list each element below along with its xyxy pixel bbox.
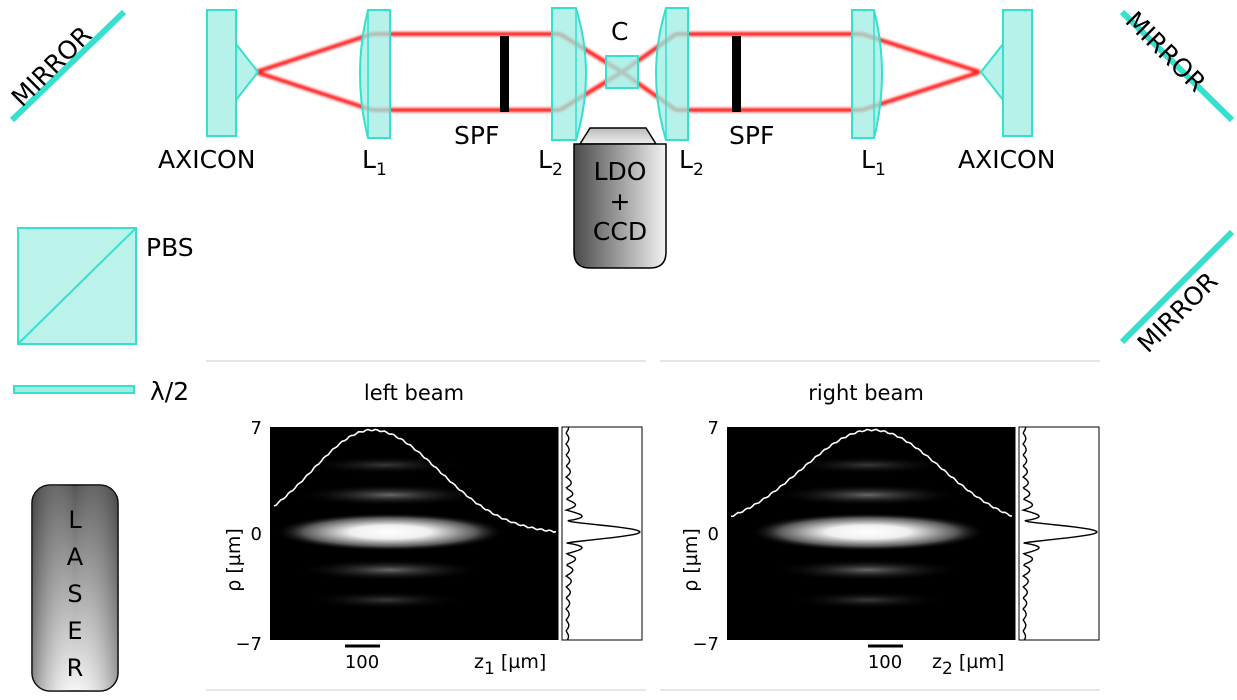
- label-mirror-bottom-right: MIRROR: [1132, 267, 1224, 359]
- laser-letter: R: [67, 654, 84, 682]
- label-l2-left: L2: [538, 145, 563, 180]
- label-l1-left: L1: [362, 145, 387, 180]
- panel-right-beam: right beam 100 7 0 −7 ρ [µm] z2 [µm]: [680, 381, 1100, 679]
- y-tick-right-mid: 0: [708, 524, 719, 545]
- y-axis-label-right: ρ [µm]: [680, 528, 702, 592]
- y-tick-left-top: 7: [251, 418, 262, 439]
- label-ldo: LDO: [594, 157, 647, 186]
- label-spf-right: SPF: [729, 121, 774, 150]
- axicon-left: [206, 9, 260, 137]
- mirror-bottom-right: [1119, 229, 1235, 345]
- laser-letter: L: [68, 506, 82, 534]
- mirror-top-left: [9, 9, 127, 123]
- laser-body: [31, 484, 119, 692]
- mirrors: [9, 9, 1235, 345]
- laser-letter: A: [67, 543, 84, 571]
- mirror-top-right: [1119, 9, 1235, 123]
- sample-cell: [605, 55, 639, 89]
- x-axis-label-left: z1 [µm]: [474, 651, 546, 679]
- heatmap-left-bands: [275, 456, 505, 609]
- label-ldo-plus: +: [610, 187, 631, 216]
- label-l2-right: L2: [679, 145, 704, 180]
- label-cell: C: [611, 17, 628, 46]
- scale-bar-label-right: 100: [868, 652, 902, 673]
- lens-l1-right: [851, 9, 883, 139]
- spf-right: [732, 36, 741, 112]
- x-axis-label-right: z2 [µm]: [932, 651, 1004, 679]
- chart-title-left: left beam: [364, 381, 464, 405]
- half-wave-plate: [13, 385, 135, 394]
- y-tick-right-top: 7: [708, 418, 719, 439]
- radial-profile-box-left: [561, 426, 643, 641]
- panel-left-beam: left beam 100 7 0 −7 ρ [µm] z1 [µm]: [223, 381, 643, 679]
- axial-profile-left: [273, 428, 557, 533]
- label-axicon-left: AXICON: [158, 145, 255, 174]
- radial-profile-right: [1020, 426, 1098, 641]
- chart-title-right: right beam: [808, 381, 924, 405]
- label-axicon-right: AXICON: [958, 145, 1055, 174]
- ldo-ccd-objective: [573, 127, 667, 269]
- label-half-wave: λ/2: [150, 377, 189, 406]
- axicon-right: [979, 9, 1033, 137]
- y-tick-right-bottom: −7: [692, 634, 719, 655]
- laser-letter: E: [67, 617, 82, 645]
- spf-left: [500, 36, 509, 112]
- radial-profile-box-right: [1018, 426, 1100, 641]
- label-l1-right: L1: [861, 145, 886, 180]
- label-ccd: CCD: [593, 217, 647, 246]
- radial-profile-left: [563, 426, 641, 641]
- lens-l2-right: [655, 7, 689, 141]
- y-tick-left-bottom: −7: [235, 634, 262, 655]
- laser-letter: S: [67, 580, 82, 608]
- axial-profile-right: [730, 428, 1013, 518]
- lens-l2-left: [551, 7, 587, 141]
- y-tick-left-mid: 0: [251, 524, 262, 545]
- y-axis-label-left: ρ [µm]: [223, 528, 245, 592]
- scale-bar-label-left: 100: [345, 652, 379, 673]
- optics: [13, 7, 1033, 394]
- lens-l1-left: [359, 9, 391, 139]
- heatmap-right-bands: [750, 456, 986, 609]
- label-pbs: PBS: [146, 233, 194, 262]
- label-spf-left: SPF: [454, 121, 499, 150]
